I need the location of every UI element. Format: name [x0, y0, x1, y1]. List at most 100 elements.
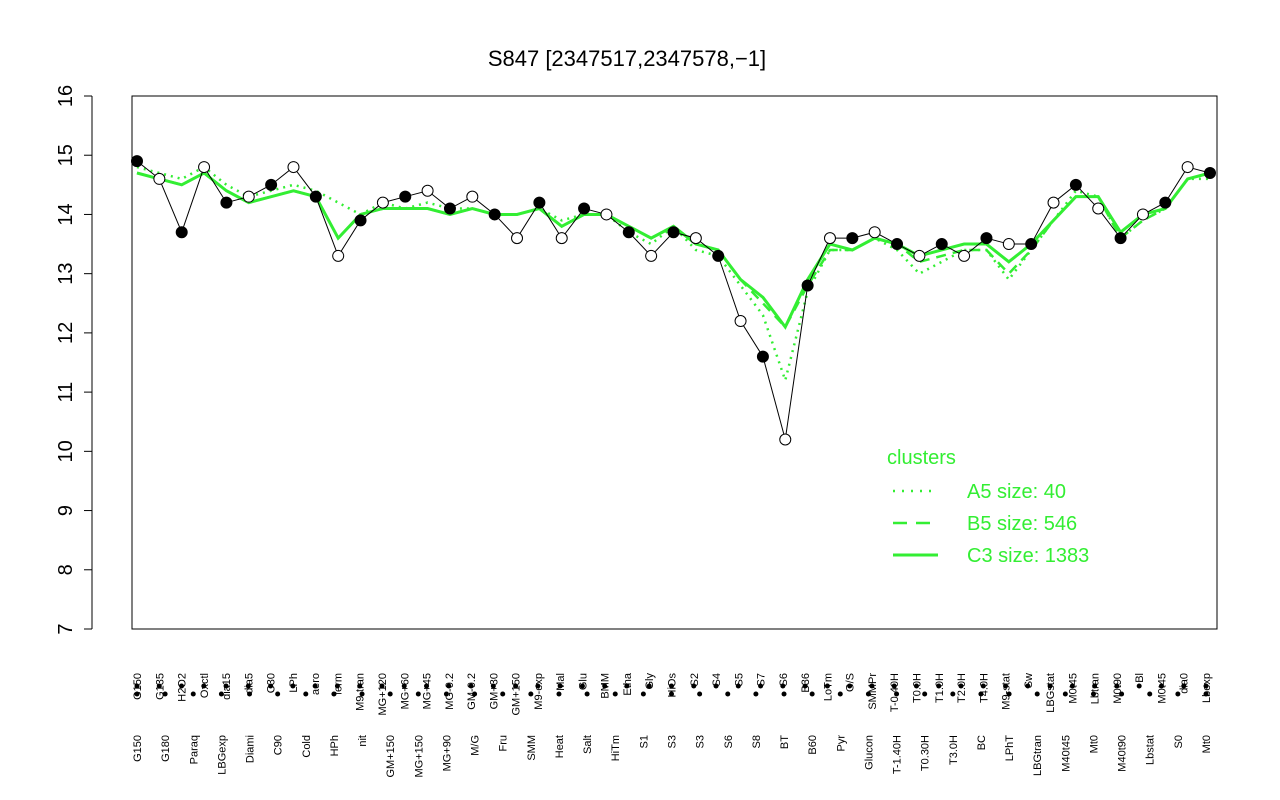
x-tick-label: S7 [756, 673, 768, 686]
data-point [1047, 196, 1060, 209]
x-marker [156, 683, 162, 689]
x-marker [669, 683, 674, 689]
x-tick-label: S3 [667, 735, 679, 748]
x-tick-label: M40t90 [1117, 735, 1129, 772]
data-point [443, 202, 456, 215]
x-tick-label: SMM [526, 735, 538, 761]
chart-title: S847 [2347517,2347578,−1] [488, 46, 766, 71]
x-tick-label: GM-0.2 [466, 673, 478, 710]
data-point [779, 433, 792, 446]
data-point [823, 232, 836, 245]
x-tick-label: LPh [288, 673, 300, 693]
x-marker [891, 683, 897, 689]
data-point [265, 178, 278, 191]
x-marker [1147, 691, 1153, 697]
x-marker [490, 683, 496, 689]
data-point [242, 190, 255, 203]
x-marker [472, 691, 478, 697]
x-tick-label: S3 [695, 735, 707, 748]
y-tick-label: 10 [55, 440, 77, 462]
x-tick-label: Lbexp [1201, 673, 1213, 703]
x-tick-label: BMM [600, 673, 612, 699]
x-tick-label: MG+120 [377, 673, 389, 716]
x-marker [1090, 691, 1096, 697]
x-tick-label: G150 [132, 735, 144, 762]
data-point [198, 161, 211, 174]
x-marker [500, 691, 506, 697]
x-marker [312, 683, 318, 689]
x-tick-label: LBGexp [216, 735, 228, 775]
x-marker [1034, 691, 1040, 697]
x-tick-label: S5 [733, 673, 745, 686]
x-marker [809, 691, 815, 697]
x-tick-label: T-1.40H [892, 735, 904, 774]
data-point [511, 232, 524, 245]
x-tick-label: Paraq [188, 735, 200, 764]
data-point [756, 350, 769, 363]
x-marker [379, 683, 385, 689]
x-tick-label: Diami [245, 735, 257, 763]
data-point [846, 232, 859, 245]
y-tick-label: 12 [55, 322, 77, 344]
x-tick-label: Heat [554, 735, 566, 758]
x-marker [1062, 691, 1068, 697]
x-tick-label: LBGtran [1032, 735, 1044, 776]
data-point [689, 232, 702, 245]
x-tick-label: S1 [638, 735, 650, 748]
x-marker [357, 683, 363, 689]
data-point [868, 226, 881, 239]
x-tick-label: B36 [800, 673, 812, 693]
x-marker [1003, 683, 1009, 689]
data-point [1159, 196, 1172, 209]
x-tick-label: LBGstat [1045, 673, 1057, 713]
data-point [1136, 208, 1149, 221]
x-marker [557, 683, 563, 689]
x-tick-label: G/S [845, 673, 857, 692]
legend: clusters A5 size: 40 B5 size: 546 C3 size:… [887, 447, 1089, 567]
data-point [578, 202, 591, 215]
y-axis: 7 8 9 10 11 12 13 14 15 16 [55, 85, 93, 635]
x-marker [865, 691, 871, 697]
x-marker [359, 691, 365, 697]
x-tick-label: T0.0H [911, 673, 923, 703]
cluster-line-solid [136, 171, 1211, 330]
x-marker [245, 683, 251, 689]
data-point [801, 279, 814, 292]
data-point [399, 190, 412, 203]
x-tick-label: dia15 [221, 673, 233, 700]
x-marker [535, 683, 541, 689]
data-point [935, 238, 948, 251]
data-point [980, 232, 993, 245]
x-marker [443, 691, 449, 697]
x-marker [424, 683, 430, 689]
x-marker [387, 691, 393, 697]
data-point [287, 161, 300, 174]
data-point [1025, 238, 1038, 251]
data-point [220, 196, 233, 209]
x-tick-label: GM+150 [385, 735, 397, 778]
x-marker [837, 691, 843, 697]
x-tick-label: T2.0H [956, 673, 968, 703]
x-marker [1158, 683, 1164, 689]
legend-label: B5 size: 546 [967, 513, 1077, 535]
data-point [734, 315, 747, 328]
x-tick-label: Pyr [835, 735, 847, 752]
x-tick-label: Sw [1023, 673, 1035, 688]
data-point [712, 249, 725, 262]
data-point [175, 226, 188, 239]
x-marker [602, 683, 608, 689]
data-point [354, 214, 367, 227]
x-marker [223, 683, 229, 689]
x-marker [894, 691, 900, 697]
x-marker [162, 691, 168, 697]
legend-label: A5 size: 40 [967, 481, 1066, 503]
x-marker [758, 683, 764, 689]
x-tick-label: GM+30 [488, 673, 500, 709]
x-marker [1203, 691, 1209, 697]
x-tick-label: T1.0H [934, 673, 946, 703]
data-point [958, 249, 971, 262]
x-tick-label: M0t90 [1112, 673, 1124, 704]
data-point [421, 184, 434, 197]
x-tick-label: MG-0.2 [444, 673, 456, 710]
x-marker [612, 691, 618, 697]
